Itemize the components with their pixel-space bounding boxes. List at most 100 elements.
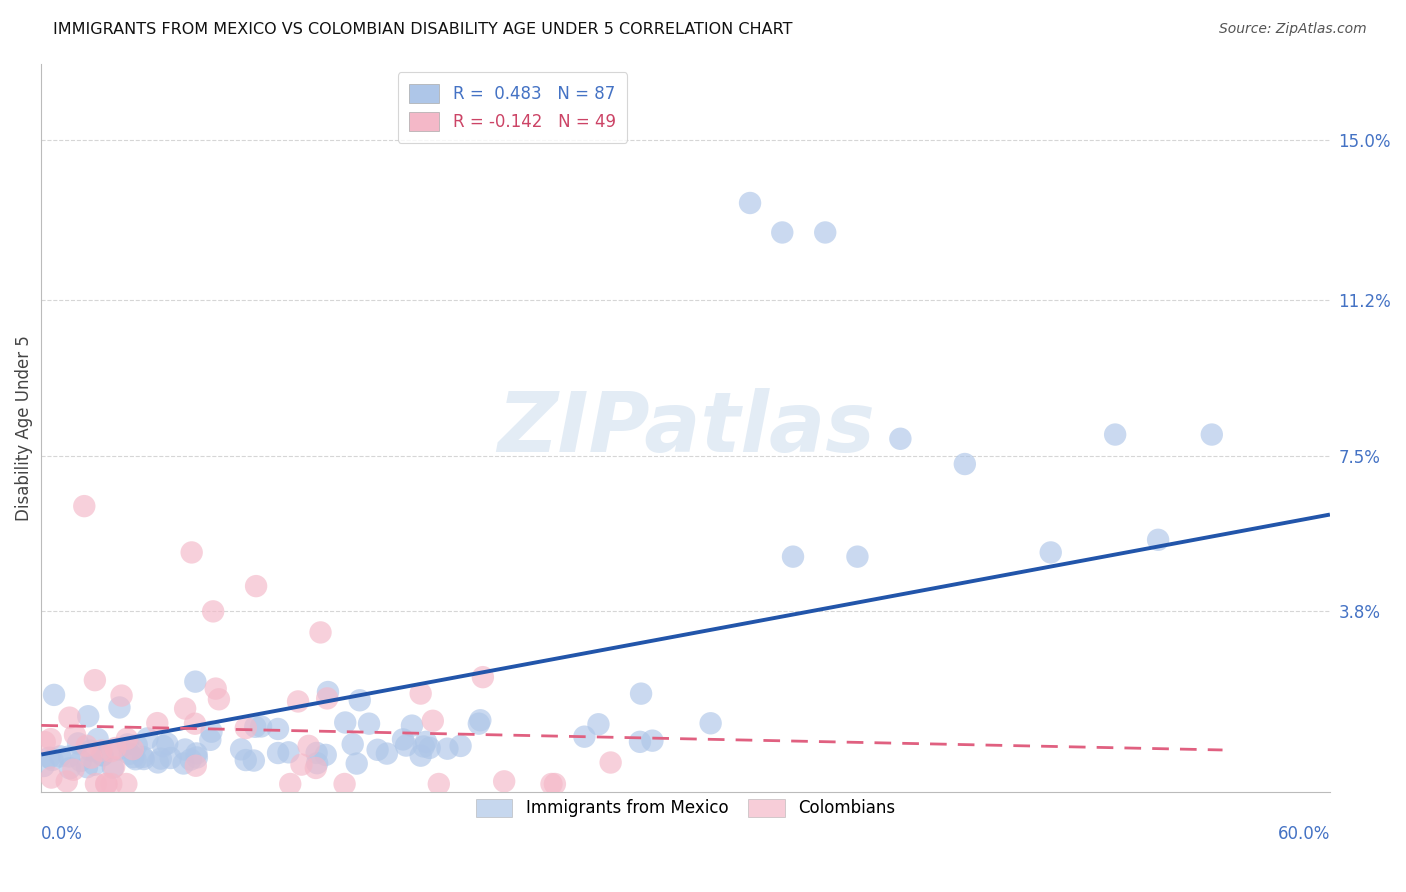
Point [121,742,143,756]
Point [86,732,108,747]
Point [63,728,86,742]
Point [49,749,72,764]
Text: IMMIGRANTS FROM MEXICO VS COLOMBIAN DISABILITY AGE UNDER 5 CORRELATION CHART: IMMIGRANTS FROM MEXICO VS COLOMBIAN DISA… [53,22,793,37]
Text: ZIPatlas: ZIPatlas [496,388,875,468]
Point [41,771,63,785]
Point [146,756,169,770]
Point [58,749,80,764]
Point [235,721,257,735]
Point [91,747,114,762]
Point [91,748,114,763]
Point [202,604,225,618]
Point [641,733,664,747]
Point [395,739,418,753]
Point [100,777,122,791]
Text: Source: ZipAtlas.com: Source: ZipAtlas.com [1219,22,1367,37]
Point [574,730,596,744]
Point [599,756,621,770]
Point [108,700,131,714]
Point [90,744,112,758]
Point [173,756,195,771]
Point [42,688,65,702]
Text: 60.0%: 60.0% [1278,825,1330,843]
Point [250,719,273,733]
Point [55,774,77,789]
Point [544,777,567,791]
Point [180,545,202,559]
Point [184,758,207,772]
Point [180,753,202,767]
Point [101,761,124,775]
Point [814,226,837,240]
Point [76,739,98,753]
Point [267,746,290,760]
Point [277,745,299,759]
Point [84,777,107,791]
Point [342,737,364,751]
Point [630,687,652,701]
Point [96,777,118,791]
Point [287,694,309,708]
Point [628,735,651,749]
Point [235,753,257,767]
Point [110,689,132,703]
Point [184,674,207,689]
Point [305,761,328,775]
Point [38,750,60,764]
Point [889,432,911,446]
Point [588,717,610,731]
Point [184,716,207,731]
Point [307,756,329,771]
Point [375,747,398,761]
Point [335,715,357,730]
Point [782,549,804,564]
Point [409,687,432,701]
Point [699,716,721,731]
Point [392,732,415,747]
Point [76,760,98,774]
Point [415,735,437,749]
Point [39,732,62,747]
Point [41,753,63,767]
Text: 0.0%: 0.0% [41,825,83,843]
Point [59,761,82,775]
Point [200,724,222,739]
Point [83,673,105,688]
Point [298,739,321,753]
Point [1201,427,1223,442]
Point [200,732,222,747]
Point [1039,545,1062,559]
Point [846,549,869,564]
Point [124,752,146,766]
Point [401,718,423,732]
Point [412,739,434,754]
Point [115,777,138,791]
Point [117,737,139,751]
Point [305,746,328,760]
Point [132,752,155,766]
Point [409,748,432,763]
Point [770,226,793,240]
Point [267,722,290,736]
Legend: Immigrants from Mexico, Colombians: Immigrants from Mexico, Colombians [470,792,903,824]
Point [156,737,179,751]
Point [118,747,141,761]
Point [136,731,159,746]
Point [349,693,371,707]
Point [174,701,197,715]
Point [104,741,127,756]
Point [738,196,761,211]
Point [357,716,380,731]
Point [367,743,389,757]
Point [1104,427,1126,442]
Point [450,739,472,753]
Point [540,777,562,791]
Point [471,670,494,684]
Point [1147,533,1170,547]
Point [494,774,516,789]
Point [79,744,101,758]
Point [470,713,492,727]
Point [73,499,96,513]
Point [103,760,125,774]
Point [83,757,105,772]
